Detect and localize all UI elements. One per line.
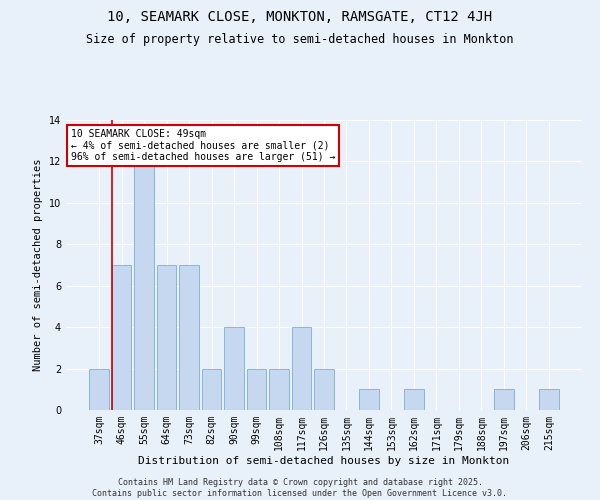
Text: Contains HM Land Registry data © Crown copyright and database right 2025.
Contai: Contains HM Land Registry data © Crown c… <box>92 478 508 498</box>
X-axis label: Distribution of semi-detached houses by size in Monkton: Distribution of semi-detached houses by … <box>139 456 509 466</box>
Bar <box>314 368 334 410</box>
Bar <box>292 327 311 410</box>
Bar <box>179 265 199 410</box>
Bar <box>404 390 424 410</box>
Bar <box>494 390 514 410</box>
Bar <box>89 368 109 410</box>
Y-axis label: Number of semi-detached properties: Number of semi-detached properties <box>33 159 43 371</box>
Bar <box>269 368 289 410</box>
Bar <box>157 265 176 410</box>
Bar <box>224 327 244 410</box>
Bar <box>539 390 559 410</box>
Bar <box>134 162 154 410</box>
Bar <box>247 368 266 410</box>
Bar <box>202 368 221 410</box>
Bar <box>359 390 379 410</box>
Text: Size of property relative to semi-detached houses in Monkton: Size of property relative to semi-detach… <box>86 32 514 46</box>
Text: 10, SEAMARK CLOSE, MONKTON, RAMSGATE, CT12 4JH: 10, SEAMARK CLOSE, MONKTON, RAMSGATE, CT… <box>107 10 493 24</box>
Text: 10 SEAMARK CLOSE: 49sqm
← 4% of semi-detached houses are smaller (2)
96% of semi: 10 SEAMARK CLOSE: 49sqm ← 4% of semi-det… <box>71 128 335 162</box>
Bar <box>112 265 131 410</box>
